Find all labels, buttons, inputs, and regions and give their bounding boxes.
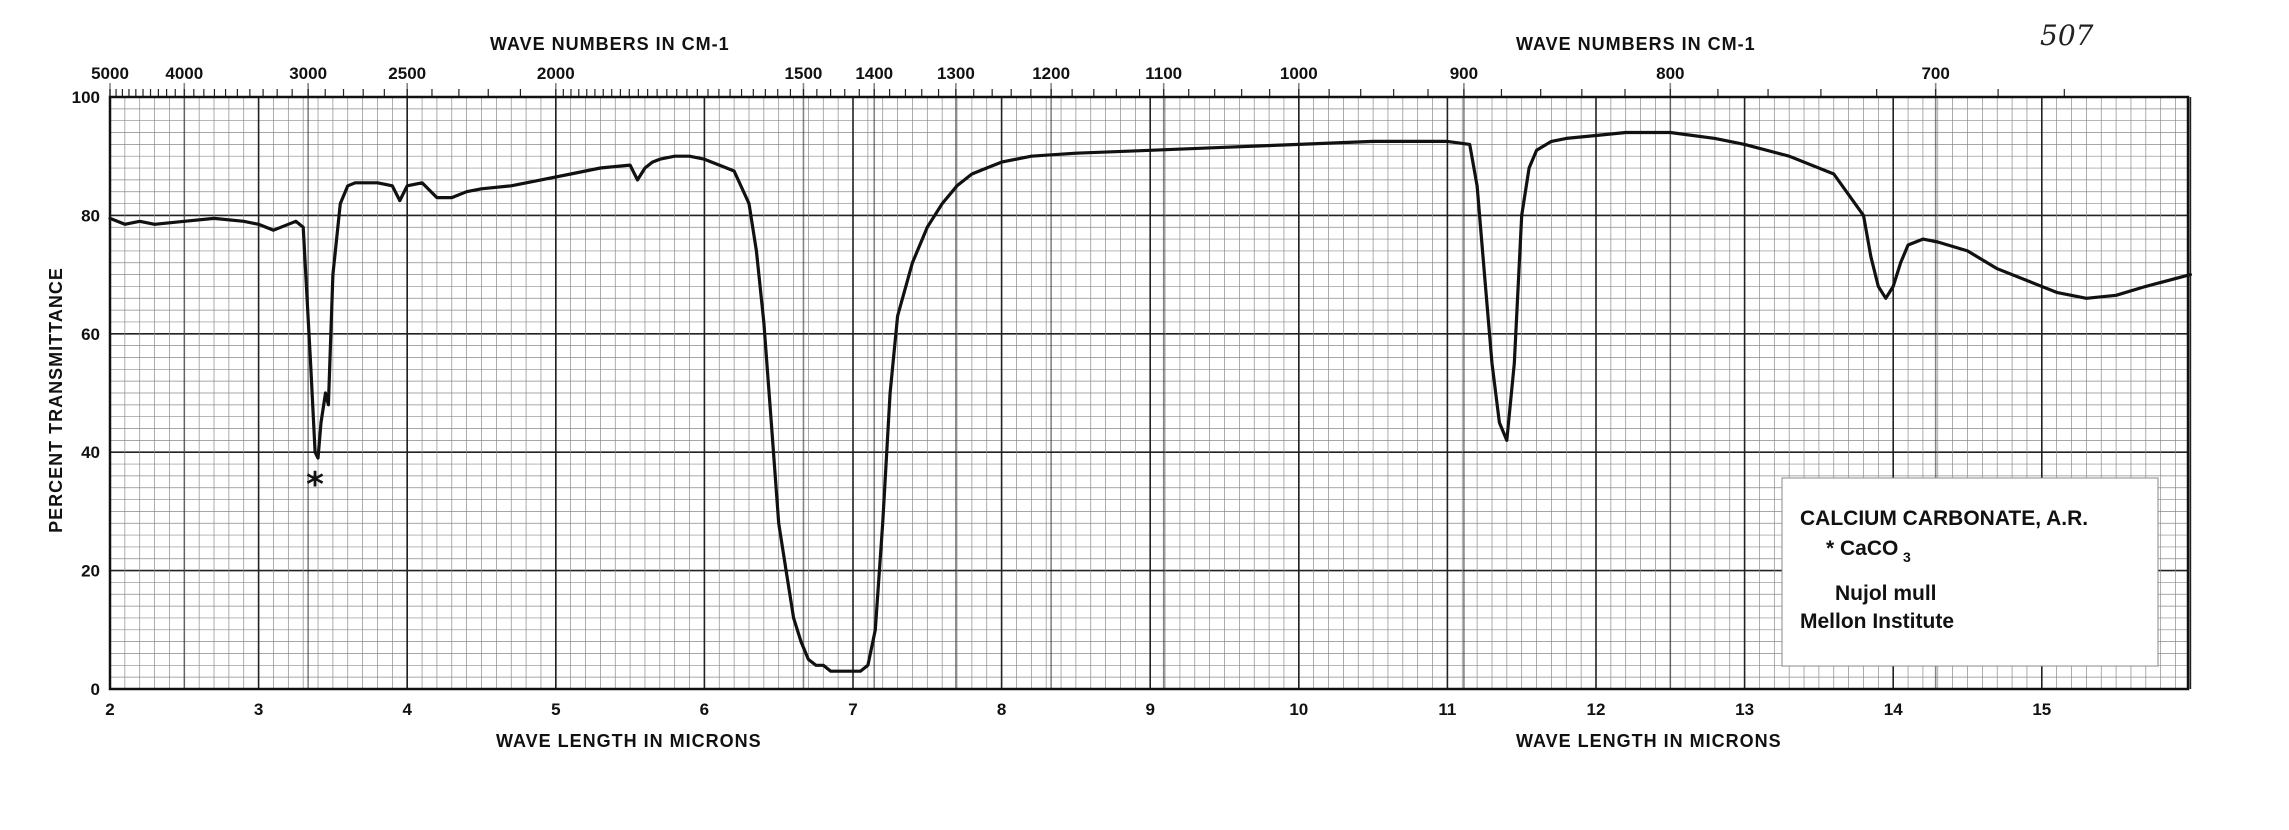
x2-tick-label: 5000 (91, 64, 129, 83)
x2-tick-label: 700 (1921, 64, 1949, 83)
x-tick-label: 12 (1587, 700, 1606, 719)
x-tick-label: 10 (1289, 700, 1308, 719)
x-tick-label: 14 (1884, 700, 1903, 719)
x-tick-label: 13 (1735, 700, 1754, 719)
x-tick-label: 11 (1438, 700, 1456, 719)
sheet-number: 507 (2040, 19, 2094, 52)
x2-tick-label: 4000 (165, 64, 203, 83)
legend-formula: * CaCO (1826, 537, 1898, 560)
y-tick-label: 40 (81, 443, 100, 462)
plot-frame (108, 95, 2190, 691)
y-tick-label: 20 (81, 562, 100, 581)
x2-axis-title-left: WAVE NUMBERS IN CM-1 (490, 34, 730, 54)
annotation-asterisk: * (306, 465, 324, 505)
y-tick-label: 80 (81, 206, 100, 225)
x-tick-label: 9 (1145, 700, 1154, 719)
x-tick-label: 6 (700, 700, 709, 719)
y-tick-label: 60 (81, 325, 100, 344)
x2-tick-label: 900 (1450, 64, 1478, 83)
x-tick-label: 5 (551, 700, 560, 719)
axes (108, 89, 2190, 691)
legend-source: Mellon Institute (1800, 610, 1954, 633)
x-axis-title-right: WAVE LENGTH IN MICRONS (1516, 731, 1782, 751)
x2-tick-label: 1400 (855, 64, 893, 83)
x2-tick-label: 1500 (785, 64, 823, 83)
annotations: * (306, 465, 324, 505)
tick-labels: 2 3 4 5 6 7 8 9 10 11 12 13 14 15 5000 4000 3000 2500 2000… (72, 64, 2052, 719)
x-tick-label: 4 (402, 700, 412, 719)
x-tick-label: 7 (848, 700, 857, 719)
x2-tick-label: 1200 (1032, 64, 1070, 83)
x2-tick-label: 1100 (1145, 64, 1182, 83)
x-tick-label: 15 (2032, 700, 2051, 719)
x-tick-label: 2 (105, 700, 114, 719)
x2-tick-label: 800 (1656, 64, 1684, 83)
legend-compound: CALCIUM CARBONATE, A.R. (1800, 507, 2088, 530)
x2-tick-label: 2000 (537, 64, 575, 83)
y-axis-title: PERCENT TRANSMITTANCE (46, 267, 66, 533)
legend-box: CALCIUM CARBONATE, A.R. * CaCO 3 Nujol m… (1781, 477, 2159, 667)
x2-tick-label: 1000 (1280, 64, 1318, 83)
x2-tick-label: 2500 (388, 64, 426, 83)
x-tick-label: 8 (997, 700, 1006, 719)
x-tick-label: 3 (254, 700, 263, 719)
legend-formula-subscript: 3 (1903, 549, 1911, 565)
x2-tick-label: 3000 (289, 64, 327, 83)
legend-medium: Nujol mull (1835, 582, 1937, 605)
y-tick-label: 100 (72, 88, 100, 107)
x2-tick-label: 1300 (937, 64, 975, 83)
spectrum-line (108, 130, 2192, 673)
x-axis-title-left: WAVE LENGTH IN MICRONS (496, 731, 762, 751)
y-tick-label: 0 (91, 680, 100, 699)
x2-axis-title-right: WAVE NUMBERS IN CM-1 (1516, 34, 1756, 54)
